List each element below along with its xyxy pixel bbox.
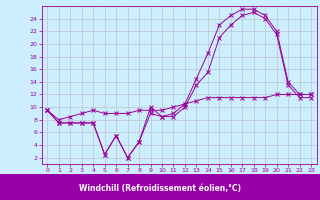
Text: Windchill (Refroidissement éolien,°C): Windchill (Refroidissement éolien,°C): [79, 184, 241, 193]
